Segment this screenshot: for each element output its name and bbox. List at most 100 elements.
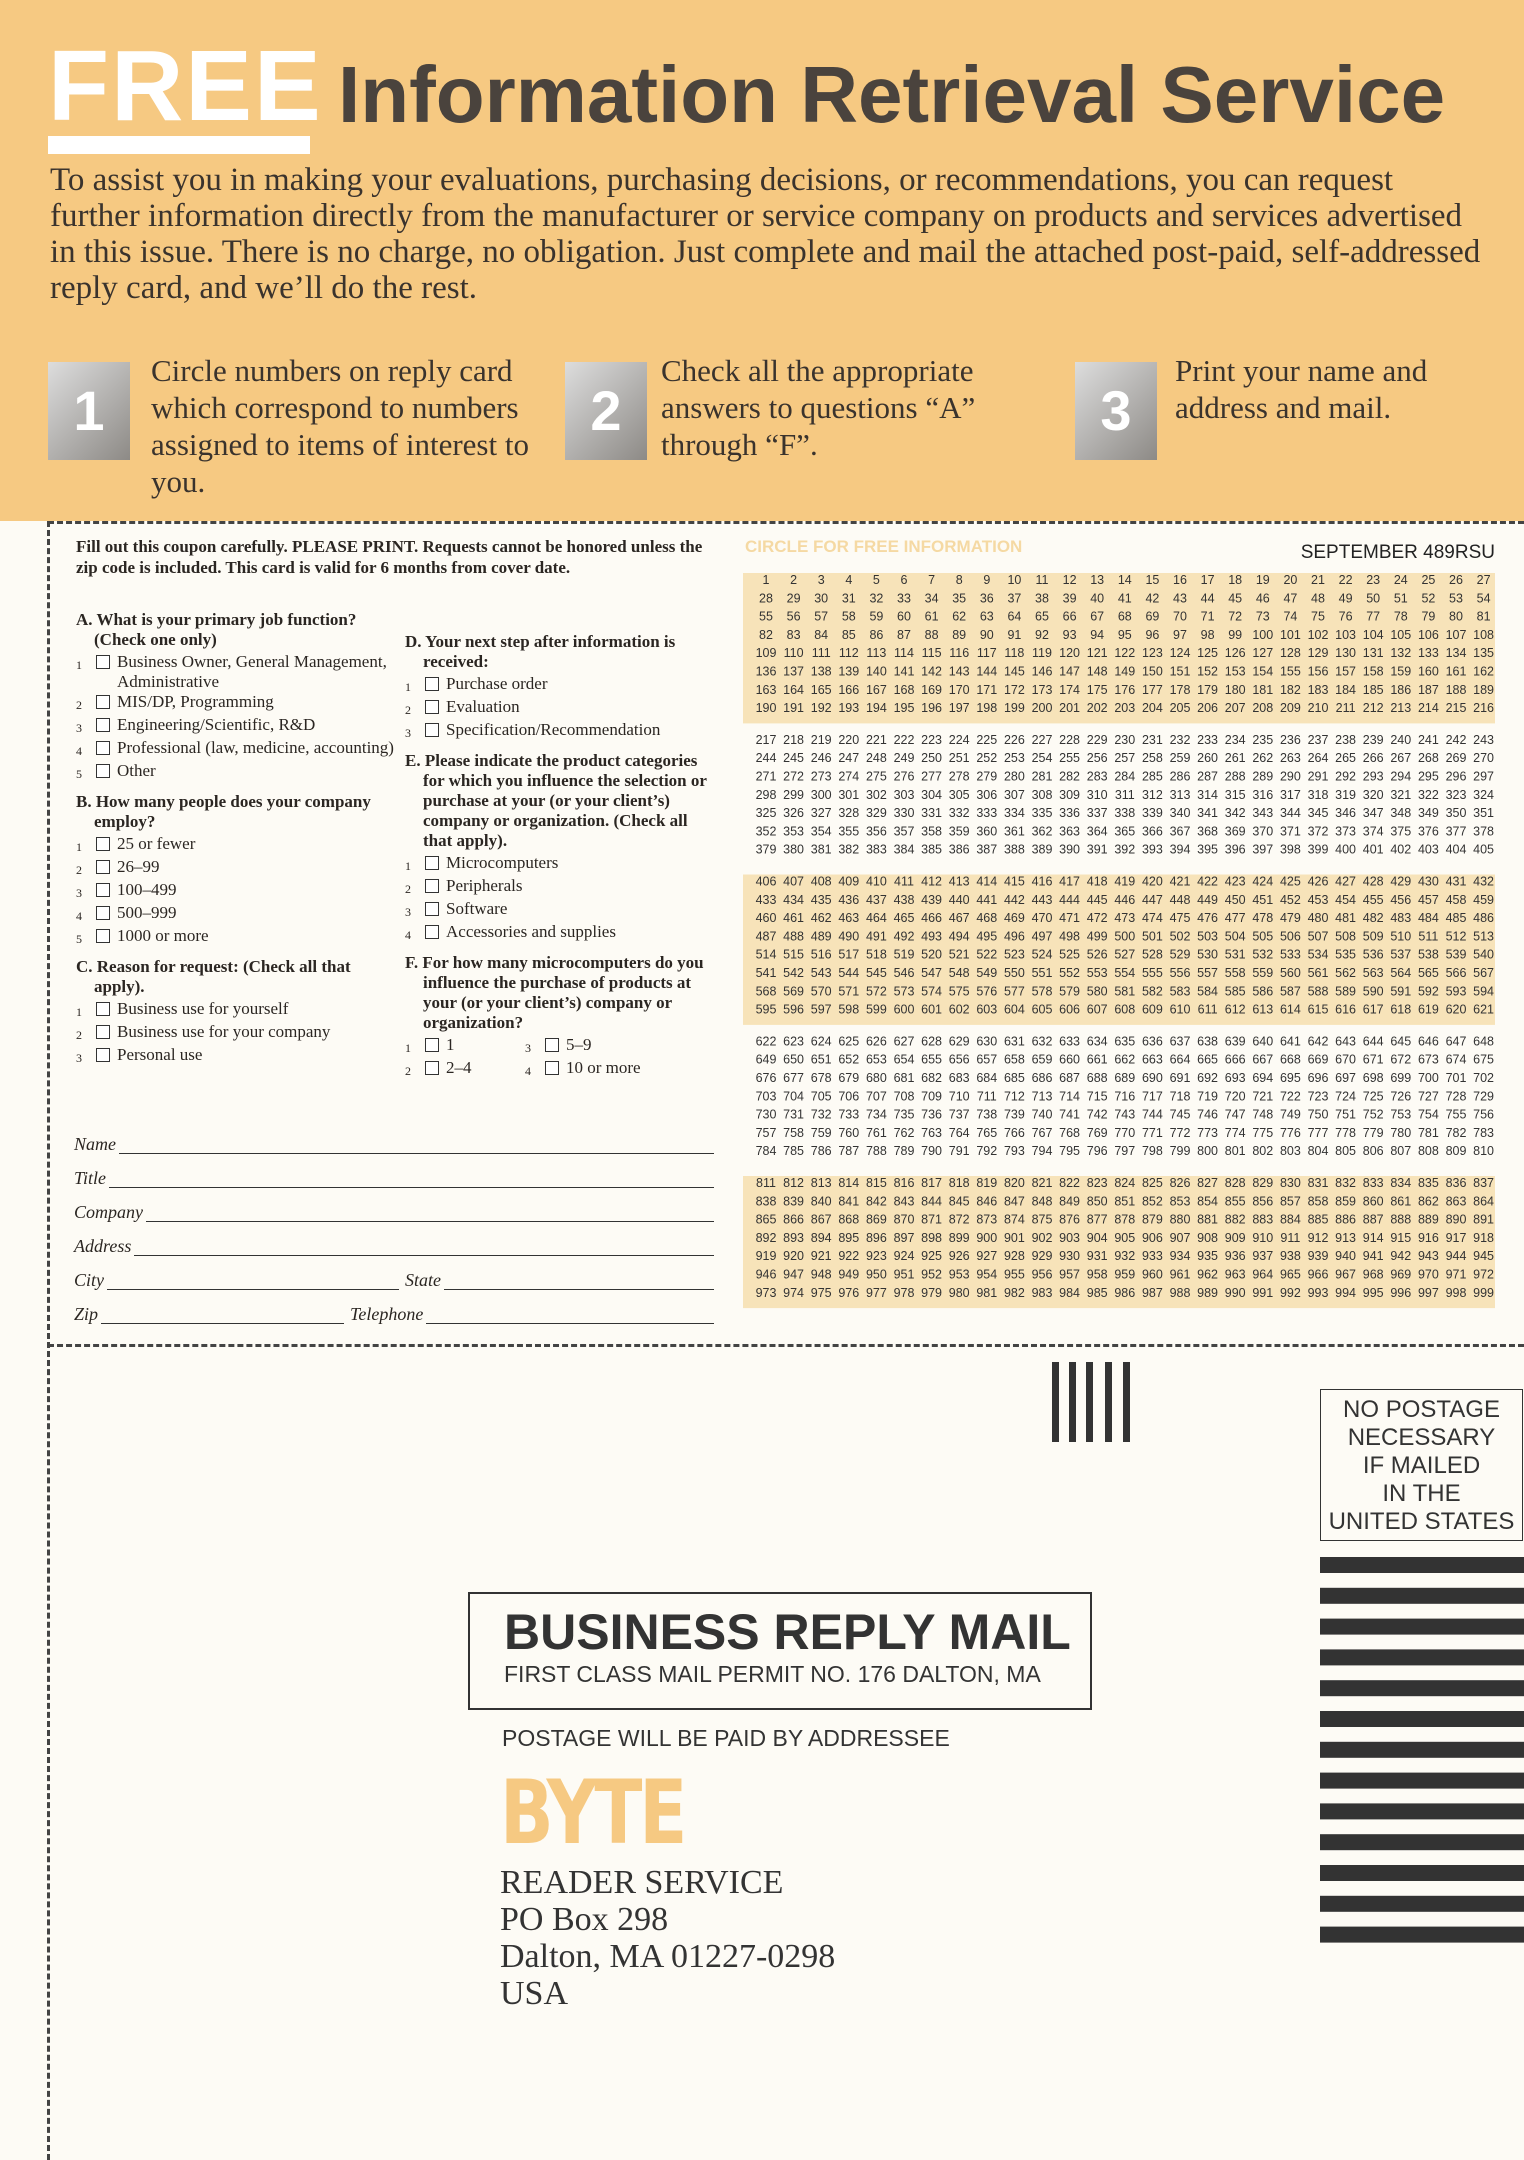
option: 1 25 or fewer (76, 834, 398, 857)
item-number: 252 (976, 751, 997, 765)
options: 1 Business Owner, General Management, Adm… (76, 652, 398, 784)
item-number: 893 (783, 1231, 804, 1245)
item-number: 23 (1366, 573, 1380, 587)
item-number: 905 (1114, 1231, 1135, 1245)
option-text: Business Owner, General Management, Admi… (117, 652, 387, 691)
item-number: 199 (1004, 701, 1025, 715)
item-number: 523 (1004, 948, 1025, 962)
option-text: Business use for your company (117, 1022, 331, 1041)
item-number: 792 (976, 1144, 997, 1158)
item-number: 605 (1032, 1003, 1053, 1017)
item-number: 685 (1004, 1071, 1025, 1085)
item-number: 160 (1418, 665, 1439, 679)
item-number: 767 (1032, 1126, 1053, 1140)
item-number: 20 (1283, 573, 1297, 587)
item-number: 950 (866, 1268, 887, 1282)
item-number: 103 (1335, 628, 1356, 642)
item-number: 448 (1170, 893, 1191, 907)
item-number: 992 (1280, 1286, 1301, 1300)
option-text: Professional (law, medicine, accounting) (117, 738, 394, 757)
permit-text: FIRST CLASS MAIL PERMIT NO. 176 DALTON, … (504, 1661, 1041, 1687)
item-number: 838 (756, 1194, 777, 1208)
item-number: 416 (1032, 875, 1053, 889)
item-number: 383 (866, 843, 887, 857)
item-number: 66 (1063, 610, 1077, 624)
item-number: 73 (1256, 610, 1270, 624)
item-number: 699 (1390, 1071, 1411, 1085)
checkbox (96, 860, 110, 874)
item-number: 38 (1035, 591, 1049, 605)
item-number: 8 (956, 573, 963, 587)
item-number: 989 (1197, 1286, 1218, 1300)
item-number: 751 (1335, 1108, 1356, 1122)
item-number: 777 (1308, 1126, 1329, 1140)
item-number: 292 (1335, 770, 1356, 784)
item-number: 940 (1335, 1249, 1356, 1263)
item-number: 586 (1252, 984, 1273, 998)
item-number: 615 (1308, 1003, 1329, 1017)
item-number: 725 (1363, 1089, 1384, 1103)
item-number: 594 (1473, 984, 1494, 998)
item-number: 769 (1087, 1126, 1108, 1140)
item-number: 503 (1197, 929, 1218, 943)
item-number: 40 (1090, 591, 1104, 605)
item-number: 244 (756, 751, 777, 765)
option-text: Accessories and supplies (446, 922, 616, 941)
item-number: 474 (1142, 911, 1163, 925)
number-grid: CIRCLE FOR FREE INFORMATION SEPTEMBER 48… (743, 537, 1495, 1309)
item-number: 89 (952, 628, 966, 642)
item-number: 920 (783, 1249, 804, 1263)
item-number: 997 (1418, 1286, 1439, 1300)
item-number: 24 (1394, 573, 1408, 587)
item-number: 799 (1170, 1144, 1191, 1158)
item-number: 747 (1225, 1108, 1246, 1122)
item-number: 731 (783, 1108, 804, 1122)
item-number: 667 (1252, 1053, 1273, 1067)
item-number: 303 (894, 788, 915, 802)
question: D. Your next step after information is r… (405, 632, 717, 743)
item-number: 442 (1004, 893, 1025, 907)
field-line (101, 1323, 344, 1324)
item-number: 504 (1225, 929, 1246, 943)
item-number: 505 (1252, 929, 1273, 943)
item-number: 316 (1252, 788, 1273, 802)
item-number: 379 (756, 843, 777, 857)
item-number: 757 (756, 1126, 777, 1140)
question-label: D. Your next step after information is r… (405, 632, 676, 671)
step-number: 3 (1075, 362, 1157, 460)
option-number: 2 (405, 703, 411, 717)
field: City (74, 1270, 399, 1290)
item-number: 780 (1390, 1126, 1411, 1140)
checkbox (96, 1025, 110, 1039)
item-number: 95 (1118, 628, 1132, 642)
item-number: 527 (1114, 948, 1135, 962)
item-number: 41 (1118, 591, 1132, 605)
item-number: 194 (866, 701, 887, 715)
option: 1 Purchase order (405, 674, 717, 697)
item-number: 679 (838, 1071, 859, 1085)
item-number: 603 (976, 1003, 997, 1017)
notice-line: IF MAILED (1362, 1452, 1481, 1479)
item-number: 652 (838, 1053, 859, 1067)
checkbox (545, 1061, 559, 1075)
item-number: 578 (1032, 984, 1053, 998)
item-number: 698 (1363, 1071, 1384, 1085)
item-number: 330 (894, 806, 915, 820)
checkbox (425, 723, 439, 737)
item-number: 983 (1032, 1286, 1053, 1300)
item-number: 691 (1170, 1071, 1191, 1085)
item-number: 498 (1059, 929, 1080, 943)
item-number: 716 (1114, 1089, 1135, 1103)
item-number: 752 (1363, 1108, 1384, 1122)
item-number: 219 (811, 733, 832, 747)
item-number: 511 (1418, 929, 1438, 943)
item-number: 294 (1390, 770, 1411, 784)
field-line (109, 1187, 714, 1188)
item-number: 279 (976, 770, 997, 784)
item-number: 181 (1252, 683, 1273, 697)
item-number: 100 (1252, 628, 1273, 642)
item-number: 515 (783, 948, 804, 962)
item-number: 418 (1087, 875, 1108, 889)
item-number: 328 (838, 806, 859, 820)
item-number: 51 (1394, 591, 1408, 605)
